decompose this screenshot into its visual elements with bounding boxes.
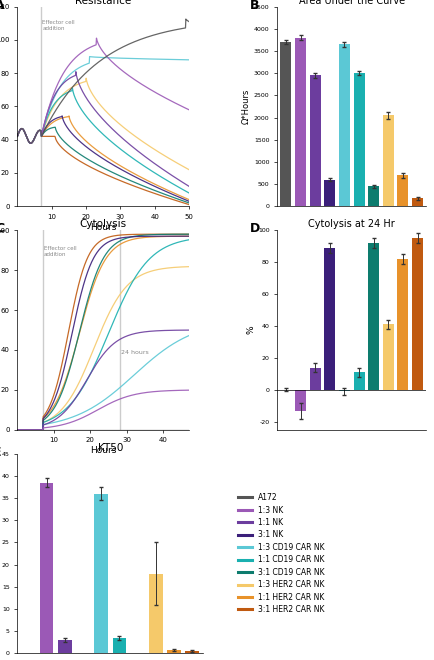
Text: 24 hours: 24 hours bbox=[121, 350, 149, 355]
Bar bbox=[294, 38, 305, 206]
Bar bbox=[324, 248, 335, 390]
Bar bbox=[94, 494, 108, 653]
Bar bbox=[353, 372, 364, 390]
Bar bbox=[338, 390, 349, 391]
Legend: A172, 1:3 NK, 1:1 NK, 3:1 NK, 1:3 CD19 CAR NK, 1:1 CD19 CAR NK, 3:1 CD19 CAR NK,: A172, 1:3 NK, 1:1 NK, 3:1 NK, 1:3 CD19 C… bbox=[234, 490, 327, 617]
Bar bbox=[338, 44, 349, 206]
Title: Cytolysis: Cytolysis bbox=[79, 219, 126, 230]
Bar bbox=[324, 180, 335, 206]
Text: C: C bbox=[0, 222, 4, 235]
Bar bbox=[367, 186, 378, 206]
Bar bbox=[280, 42, 291, 206]
Bar bbox=[382, 325, 393, 390]
Text: Effector cell
addition: Effector cell addition bbox=[44, 246, 76, 257]
Text: Effector cell
addition: Effector cell addition bbox=[43, 20, 75, 31]
Y-axis label: %: % bbox=[246, 325, 254, 335]
Text: B: B bbox=[250, 0, 259, 12]
Bar bbox=[167, 650, 181, 653]
Bar bbox=[294, 390, 305, 411]
Bar bbox=[309, 368, 320, 390]
Bar bbox=[397, 175, 408, 206]
Bar bbox=[397, 259, 408, 390]
Title: KT50: KT50 bbox=[97, 443, 123, 453]
Bar bbox=[58, 640, 72, 653]
Bar bbox=[112, 638, 126, 653]
Y-axis label: Ω*Hours: Ω*Hours bbox=[242, 88, 250, 124]
Title: Area Under the Curve: Area Under the Curve bbox=[298, 0, 404, 6]
Bar bbox=[411, 199, 422, 206]
Bar bbox=[149, 574, 162, 653]
Bar bbox=[411, 238, 422, 390]
Bar bbox=[185, 651, 199, 653]
X-axis label: Hours: Hours bbox=[90, 222, 116, 232]
Bar bbox=[39, 482, 53, 653]
Title: Cytolysis at 24 Hr: Cytolysis at 24 Hr bbox=[308, 219, 394, 230]
Text: D: D bbox=[250, 222, 260, 235]
Bar bbox=[353, 73, 364, 206]
Text: E: E bbox=[0, 446, 2, 459]
Text: A: A bbox=[0, 0, 5, 12]
Bar bbox=[367, 243, 378, 390]
X-axis label: Hours: Hours bbox=[90, 446, 116, 455]
Bar bbox=[382, 115, 393, 206]
Title: Resistance: Resistance bbox=[75, 0, 131, 6]
Bar bbox=[309, 75, 320, 206]
